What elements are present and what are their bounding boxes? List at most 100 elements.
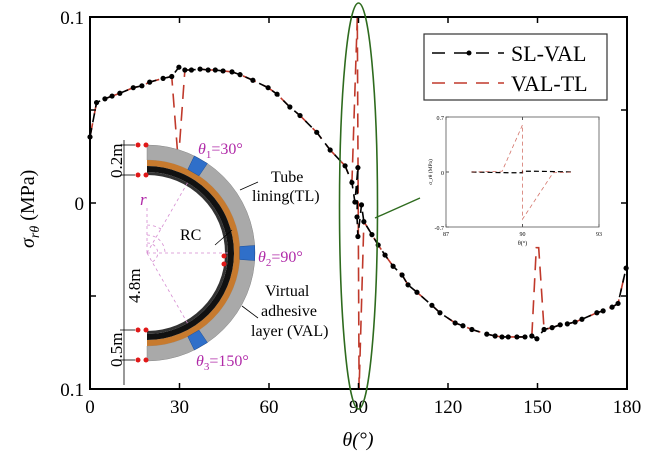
data-point-sl-val — [414, 289, 420, 295]
data-point-sl-val — [169, 73, 175, 80]
inset-x-tick-label: 90 — [520, 232, 526, 238]
data-point-sl-val — [355, 233, 361, 240]
data-point-sl-val — [564, 321, 570, 327]
theta2-label: θ2=90° — [258, 249, 303, 269]
data-point-sl-val — [390, 263, 396, 269]
sensor-block-30 — [187, 155, 208, 177]
data-point-sl-val — [265, 85, 271, 91]
data-point-sl-val — [557, 322, 563, 328]
data-point-sl-val — [297, 112, 303, 119]
data-point-sl-val — [484, 331, 490, 337]
node-markers — [135, 142, 227, 363]
data-point-sl-val — [229, 69, 235, 75]
x-tick-label: 30 — [170, 397, 189, 418]
data-point-sl-val — [361, 219, 367, 225]
dim-mid-label: 4.8m — [125, 269, 144, 303]
data-point-sl-val — [469, 326, 475, 333]
val-label-3: layer (VAL) — [251, 323, 328, 340]
x-axis-label: θ(°) — [342, 429, 373, 451]
tl-label-2: lining(TL) — [252, 188, 320, 205]
data-point-sl-val — [349, 179, 355, 186]
theta1-label: θ1=30° — [198, 141, 243, 161]
data-point-sl-val — [287, 104, 293, 110]
highlight-ellipse — [338, 2, 379, 410]
legend-label-sl-val: SL-VAL — [511, 41, 586, 66]
data-point-sl-val — [499, 334, 505, 340]
r-label: r — [140, 190, 147, 209]
data-point-sl-val — [615, 300, 621, 307]
sensor-blocks — [187, 155, 255, 351]
y-tick-label: 0.1 — [60, 8, 84, 29]
data-point-sl-val — [147, 79, 153, 85]
data-point-sl-val — [274, 91, 280, 97]
data-point-sl-val — [342, 163, 348, 169]
data-point-sl-val — [522, 334, 528, 340]
val-label-2: adhesive — [261, 303, 317, 320]
y-tick-label: 0 — [75, 194, 85, 215]
x-tick-label: 120 — [434, 397, 463, 418]
data-point-sl-val — [197, 66, 203, 72]
data-point-sl-val — [314, 129, 320, 135]
legend-label-val-tl: VAL-TL — [511, 71, 588, 96]
sensor-block-150 — [187, 329, 208, 351]
data-point-sl-val — [399, 272, 405, 278]
inset-x-tick-label: 93 — [596, 232, 602, 238]
data-point-sl-val — [117, 90, 123, 96]
data-point-sl-val — [549, 325, 555, 331]
x-tick-label: 0 — [85, 397, 95, 418]
inset-y-axis-label: σ_rθ (MPa) — [427, 159, 434, 185]
data-point-sl-val — [327, 147, 333, 153]
inset-x-tick-label: 87 — [443, 232, 449, 238]
data-point-sl-val — [212, 67, 218, 73]
data-point-sl-val — [188, 67, 195, 73]
data-point-sl-val — [609, 304, 615, 310]
x-tick-label: 90 — [349, 397, 368, 418]
data-point-sl-val — [429, 302, 435, 308]
data-point-sl-val — [572, 319, 578, 325]
data-point-sl-val — [492, 333, 498, 339]
angle-guide-lines — [146, 181, 228, 325]
data-point-sl-val — [579, 316, 585, 322]
data-point-sl-val — [160, 75, 166, 81]
data-point-sl-val — [109, 93, 115, 99]
y-axis-label: σrθ (MPa) — [17, 170, 43, 248]
data-point-sl-val — [205, 67, 211, 73]
dim-bottom-label: 0.5m — [107, 333, 126, 367]
data-point-sl-val — [405, 282, 411, 288]
data-point-sl-val — [460, 323, 466, 329]
data-point-sl-val — [382, 252, 388, 258]
dim-top-label: 0.2m — [107, 144, 126, 178]
x-tick-label: 180 — [613, 397, 642, 418]
data-point-sl-val — [250, 77, 256, 83]
data-point-sl-val — [139, 83, 145, 89]
rc-label: RC — [180, 227, 201, 244]
val-label-1: Virtual — [265, 283, 310, 300]
data-point-sl-val — [176, 64, 182, 70]
x-tick-label: 60 — [260, 397, 279, 418]
data-point-sl-val — [505, 334, 511, 340]
data-point-sl-val — [352, 199, 358, 205]
data-point-sl-val — [514, 334, 520, 340]
y-tick-label: 0.1 — [60, 380, 84, 401]
data-point-sl-val — [437, 310, 443, 316]
data-point-sl-val — [594, 310, 600, 316]
data-point-sl-val — [237, 72, 243, 78]
data-point-sl-val — [452, 320, 458, 326]
tunnel-diagram: 0.2m 4.8m 0.5m r RC Tube lining(TL) Virt… — [107, 140, 328, 385]
data-point-sl-val — [102, 96, 108, 102]
inset-series-val-tl — [471, 124, 574, 221]
theta3-label: θ3=150° — [196, 353, 249, 373]
data-point-sl-val — [93, 99, 100, 106]
data-point-sl-val — [182, 67, 188, 73]
data-point-sl-val — [600, 308, 606, 314]
inset-y-tick-label: 0 — [441, 171, 444, 177]
x-tick-label: 150 — [523, 397, 552, 418]
legend: SL-VAL VAL-TL — [423, 33, 608, 101]
data-point-sl-val — [529, 333, 535, 339]
series-line-val-tl — [89, 16, 627, 390]
inset-x-axis-label: θ(°) — [518, 240, 527, 247]
data-point-sl-val — [541, 326, 547, 333]
